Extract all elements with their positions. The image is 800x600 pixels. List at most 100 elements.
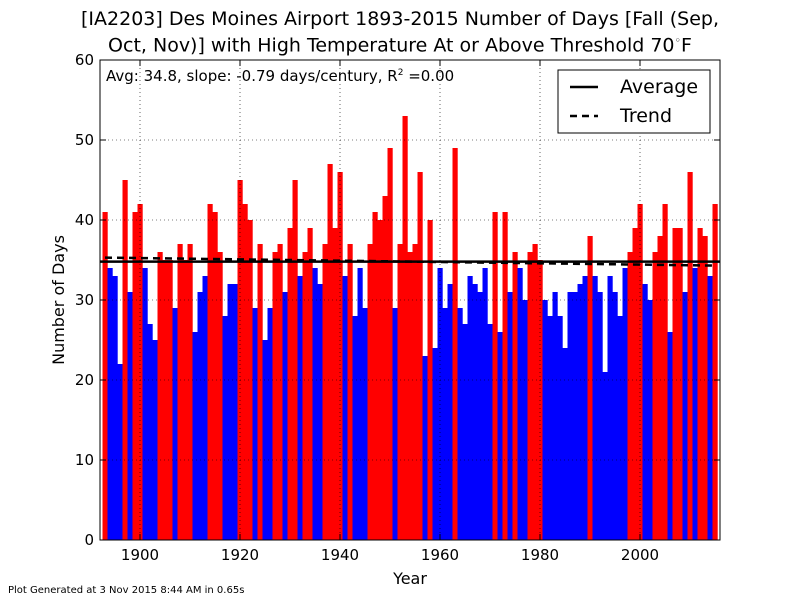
bar-1939 — [332, 228, 338, 540]
bar-1987 — [572, 292, 578, 540]
bar-1970 — [487, 324, 493, 540]
bar-1975 — [512, 252, 518, 540]
x-tick-label-2000: 2000 — [621, 546, 659, 564]
bar-1968 — [477, 292, 483, 540]
bar-1998 — [627, 252, 633, 540]
bar-1934 — [307, 228, 313, 540]
bar-1902 — [147, 324, 153, 540]
bar-1910 — [187, 244, 193, 540]
bar-1907 — [172, 308, 178, 540]
bar-1909 — [182, 260, 188, 540]
bar-1916 — [217, 252, 223, 540]
bar-1976 — [517, 268, 523, 540]
bar-1947 — [372, 212, 378, 540]
bar-2010 — [687, 172, 693, 540]
bar-1925 — [262, 340, 268, 540]
bar-1982 — [547, 316, 553, 540]
chart-title-line-2: Oct, Nov)] with High Temperature At or A… — [108, 34, 692, 57]
bar-1938 — [327, 164, 333, 540]
bar-2003 — [652, 252, 658, 540]
bar-1903 — [152, 340, 158, 540]
bar-2009 — [682, 292, 688, 540]
bar-1961 — [442, 308, 448, 540]
bar-1914 — [207, 204, 213, 540]
bar-2012 — [697, 228, 703, 540]
bar-1921 — [242, 204, 248, 540]
legend-average-label: Average — [620, 76, 698, 98]
bar-1989 — [582, 276, 588, 540]
bar-1930 — [287, 228, 293, 540]
bar-1963 — [452, 148, 458, 540]
bar-1935 — [312, 268, 318, 540]
bar-1906 — [167, 260, 173, 540]
bar-1946 — [367, 244, 373, 540]
x-tick-label-1940: 1940 — [321, 546, 359, 564]
bar-1964 — [457, 308, 463, 540]
bar-1943 — [352, 316, 358, 540]
y-tick-label-40: 40 — [75, 211, 94, 229]
bar-2001 — [642, 284, 648, 540]
bar-1931 — [292, 180, 298, 540]
bar-1955 — [412, 244, 418, 540]
bar-1908 — [177, 244, 183, 540]
bar-2007 — [672, 228, 678, 540]
bar-1965 — [462, 324, 468, 540]
reference-lines — [100, 256, 720, 267]
bar-1950 — [387, 148, 393, 540]
x-tick-label-1920: 1920 — [221, 546, 259, 564]
bar-2008 — [677, 228, 683, 540]
bar-1926 — [267, 308, 273, 540]
generation-footer: Plot Generated at 3 Nov 2015 8:44 AM in … — [8, 585, 245, 596]
legend-box — [557, 69, 711, 134]
bar-1990 — [587, 236, 593, 540]
bar-1928 — [277, 244, 283, 540]
bar-1991 — [592, 276, 598, 540]
bar-1897 — [122, 180, 128, 540]
bar-1899 — [132, 212, 138, 540]
bar-1944 — [357, 268, 363, 540]
bar-1918 — [227, 284, 233, 540]
bar-1969 — [482, 268, 488, 540]
bar-1945 — [362, 308, 368, 540]
chart-title-text: Oct, Nov)] with High Temperature At or A… — [108, 34, 675, 57]
bar-2005 — [662, 204, 668, 540]
bar-1959 — [432, 348, 438, 540]
bar-1994 — [607, 276, 613, 540]
bar-1972 — [497, 332, 503, 540]
bar-1895 — [112, 276, 118, 540]
y-tick-label-0: 0 — [84, 531, 94, 549]
bar-1962 — [447, 284, 453, 540]
x-tick-label-1960: 1960 — [421, 546, 459, 564]
bar-1933 — [302, 252, 308, 540]
bar-1905 — [162, 260, 168, 540]
bar-1932 — [297, 276, 303, 540]
bar-1974 — [507, 292, 513, 540]
x-tick-label-1980: 1980 — [521, 546, 559, 564]
bar-1915 — [212, 212, 218, 540]
bar-1898 — [127, 292, 133, 540]
y-tick-label-20: 20 — [75, 371, 94, 389]
bar-1919 — [232, 284, 238, 540]
bars-group — [102, 116, 718, 540]
bar-1929 — [282, 292, 288, 540]
bar-1893 — [102, 212, 108, 540]
bar-1912 — [197, 292, 203, 540]
bar-2014 — [707, 276, 713, 540]
bar-1941 — [342, 276, 348, 540]
bar-1979 — [532, 244, 538, 540]
bar-1896 — [117, 364, 123, 540]
legend-trend-label: Trend — [619, 105, 672, 127]
bar-2002 — [647, 300, 653, 540]
bar-1986 — [567, 292, 573, 540]
bar-1958 — [427, 220, 433, 540]
bar-1977 — [522, 300, 528, 540]
bar-1913 — [202, 276, 208, 540]
bar-1985 — [562, 348, 568, 540]
bar-1999 — [632, 228, 638, 540]
axis-ticks: 1900 1920 1940 1960 1980 2000 0 10 20 30 40 50 60 — [75, 51, 720, 564]
bar-1996 — [617, 316, 623, 540]
bar-1957 — [422, 356, 428, 540]
chart-title-line-1: [IA2203] Des Moines Airport 1893-2015 Nu… — [81, 8, 719, 30]
bar-2013 — [702, 236, 708, 540]
bar-1951 — [392, 308, 398, 540]
